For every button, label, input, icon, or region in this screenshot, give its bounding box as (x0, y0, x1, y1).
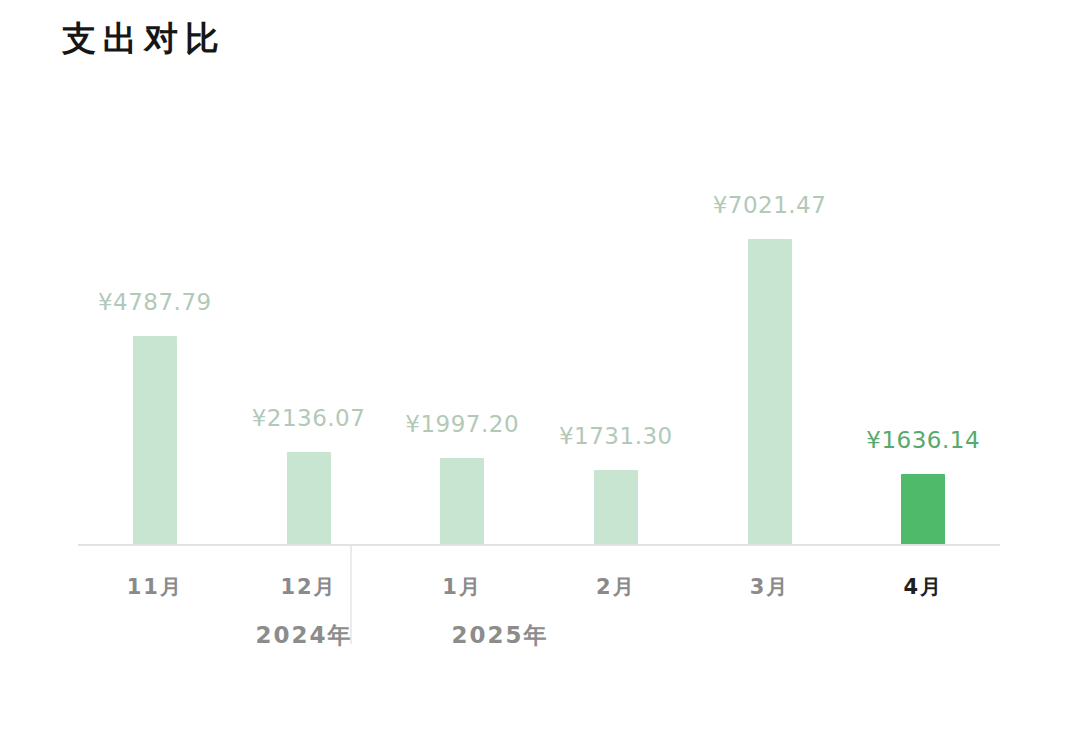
year-label-2025: 2025年 (451, 620, 548, 651)
page-title: 支出对比 (62, 16, 226, 62)
bars-row: ¥4787.79 ¥2136.07 ¥1997.20 ¥1731.30 ¥7021.47… (78, 180, 1000, 545)
bar-column-1[interactable]: ¥2136.07 (232, 180, 386, 545)
bar-column-3[interactable]: ¥1731.30 (539, 180, 693, 545)
bar[interactable] (594, 470, 638, 545)
month-label-5[interactable]: 4月 (846, 546, 1000, 601)
bar-value-label: ¥1997.20 (405, 413, 519, 436)
bar[interactable] (748, 239, 792, 545)
expense-comparison-chart: 支出对比 ¥4787.79 ¥2136.07 ¥1997.20 ¥1731.30 ¥70… (0, 0, 1080, 752)
month-label-4[interactable]: 3月 (693, 546, 847, 601)
month-label-2[interactable]: 1月 (385, 546, 539, 601)
bar-value-label: ¥4787.79 (98, 291, 212, 314)
month-labels-row: 11月12月1月2月3月4月 (78, 546, 1000, 601)
bar-value-label: ¥1731.30 (559, 425, 673, 448)
bar[interactable] (440, 458, 484, 545)
bar-column-5[interactable]: ¥1636.14 (846, 180, 1000, 545)
month-label-1[interactable]: 12月 (232, 546, 386, 601)
bar-value-label: ¥7021.47 (713, 194, 827, 217)
bar-value-label: ¥2136.07 (252, 407, 366, 430)
bar[interactable] (133, 336, 177, 545)
month-label-3[interactable]: 2月 (539, 546, 693, 601)
year-label-2024: 2024年 (255, 620, 352, 651)
bar-value-label: ¥1636.14 (866, 429, 980, 452)
bar[interactable] (287, 452, 331, 545)
bar-column-0[interactable]: ¥4787.79 (78, 180, 232, 545)
month-label-0[interactable]: 11月 (78, 546, 232, 601)
bar-highlighted[interactable] (901, 474, 945, 545)
bar-column-4[interactable]: ¥7021.47 (693, 180, 847, 545)
bar-column-2[interactable]: ¥1997.20 (385, 180, 539, 545)
